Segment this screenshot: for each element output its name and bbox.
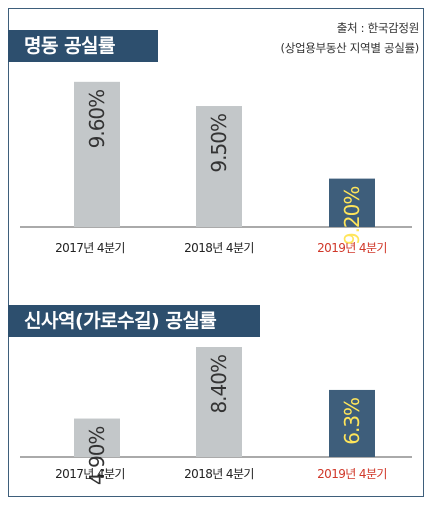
- bar: [329, 389, 375, 457]
- category-label: 2017년 4분기: [55, 241, 125, 255]
- category-label: 2018년 4분기: [184, 241, 254, 255]
- category-label: 2019년 4분기: [317, 241, 387, 255]
- bar: [196, 106, 242, 227]
- chart2-plot: 4.90%2017년 4분기 8.40% 2018년 4분기 6.3% 2019년 4분…: [20, 347, 412, 485]
- chart1-plot: 9.60% 2017년 4분기 9.50% 2018년 4분기 9.20%2019년 4…: [20, 81, 412, 255]
- bar-value-label: 8.40%: [207, 355, 231, 414]
- bar: [74, 418, 120, 457]
- category-label: 2018년 4분기: [184, 467, 254, 481]
- bar-value-label: 4.90%: [85, 427, 109, 486]
- source-line-1: 출처 : 한국감정원: [336, 21, 420, 35]
- bar: [196, 347, 242, 457]
- chart2-title: 신사역(가로수길) 공실률: [8, 305, 260, 337]
- bar: [74, 81, 120, 227]
- source-line-2: (상업용부동산 지역별 공실률): [280, 41, 420, 55]
- category-label: 2017년 4분기: [55, 467, 125, 481]
- bar-value-label: 9.20%: [340, 187, 364, 246]
- bar-value-label: 6.3%: [340, 398, 364, 445]
- chart1-title: 명동 공실률: [8, 30, 158, 62]
- bar-value-label: 9.60%: [85, 90, 109, 149]
- bar-value-label: 9.50%: [207, 114, 231, 173]
- bar: [329, 178, 375, 227]
- source-note: 출처 : 한국감정원 (상업용부동산 지역별 공실률): [280, 18, 420, 58]
- category-label: 2019년 4분기: [317, 467, 387, 481]
